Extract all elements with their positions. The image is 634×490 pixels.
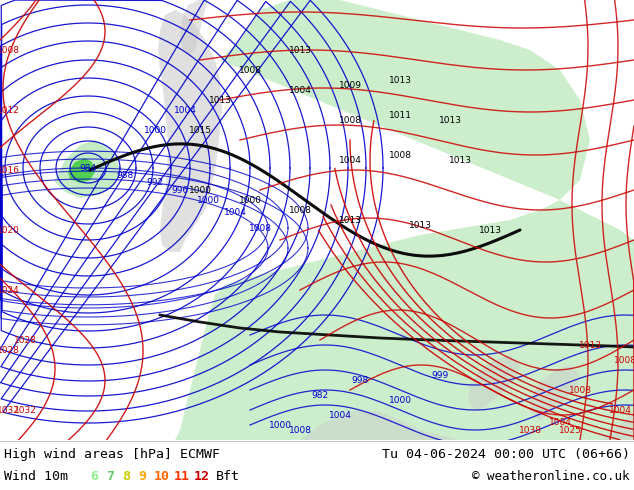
Text: 8: 8 [122,469,130,483]
Text: 1015: 1015 [188,125,212,134]
Text: 1009: 1009 [339,80,361,90]
Text: 988: 988 [117,171,134,179]
Text: 1020: 1020 [0,225,20,235]
Text: 999: 999 [431,370,449,379]
Polygon shape [600,410,634,440]
Text: 1016: 1016 [0,166,20,174]
Text: 6: 6 [90,469,98,483]
Text: © weatheronline.co.uk: © weatheronline.co.uk [472,469,630,483]
Text: Bft: Bft [216,469,240,483]
Polygon shape [180,0,208,55]
Text: 1032: 1032 [13,406,36,415]
Polygon shape [175,0,634,440]
Polygon shape [158,10,222,252]
Text: 1008: 1008 [569,386,592,394]
Text: 1011: 1011 [389,111,411,120]
Text: 1000: 1000 [269,420,292,430]
Text: 1004: 1004 [548,417,571,426]
Text: 1028: 1028 [0,345,20,354]
Text: 1004: 1004 [339,155,361,165]
Text: 1013: 1013 [408,220,432,229]
Text: 12: 12 [194,469,210,483]
Text: 1004: 1004 [174,105,197,115]
Text: 1008: 1008 [249,223,271,232]
Text: 982: 982 [311,391,328,399]
Text: 1008: 1008 [0,46,20,54]
Text: 9: 9 [138,469,146,483]
Polygon shape [530,365,580,420]
Text: 1000: 1000 [389,395,411,405]
Text: 1013: 1013 [439,116,462,124]
Text: 998: 998 [351,375,368,385]
Text: 1013: 1013 [288,46,311,54]
Polygon shape [300,410,460,440]
Text: 10: 10 [154,469,170,483]
Text: 1008: 1008 [288,425,311,435]
Text: 11: 11 [174,469,190,483]
Text: 1004: 1004 [328,411,351,419]
Text: 996: 996 [171,186,189,195]
Text: 1024: 1024 [0,286,20,294]
Polygon shape [55,140,120,198]
Text: 1013: 1013 [578,341,602,349]
Text: 1013: 1013 [448,155,472,165]
Text: 1013: 1013 [209,96,231,104]
Text: 1004: 1004 [609,406,631,415]
Polygon shape [468,355,520,410]
Text: 1004: 1004 [224,207,247,217]
Text: 1000: 1000 [188,186,212,195]
Text: 1012: 1012 [0,105,20,115]
Text: 1008: 1008 [389,150,411,160]
Text: 1013: 1013 [389,75,411,84]
Text: 7: 7 [106,469,114,483]
Text: 1008: 1008 [614,356,634,365]
Text: 1000: 1000 [143,125,167,134]
Text: 1032: 1032 [0,406,20,415]
Text: 1000: 1000 [238,196,261,204]
Text: 992: 992 [146,177,164,187]
Text: Tu 04-06-2024 00:00 UTC (06+66): Tu 04-06-2024 00:00 UTC (06+66) [382,447,630,461]
Text: 1008: 1008 [238,66,261,74]
Text: 1008: 1008 [288,205,311,215]
Text: 1028: 1028 [13,336,36,344]
Text: 1004: 1004 [288,85,311,95]
Text: 1000: 1000 [197,196,219,204]
Text: 1013: 1013 [479,225,501,235]
Text: 1038: 1038 [519,425,541,435]
Text: 1013: 1013 [339,216,361,224]
Text: 1025: 1025 [559,425,581,435]
Text: Wind 10m: Wind 10m [4,469,68,483]
Polygon shape [68,158,95,183]
Text: 1008: 1008 [339,116,361,124]
Text: High wind areas [hPa] ECMWF: High wind areas [hPa] ECMWF [4,447,220,461]
Text: 984: 984 [79,164,96,172]
